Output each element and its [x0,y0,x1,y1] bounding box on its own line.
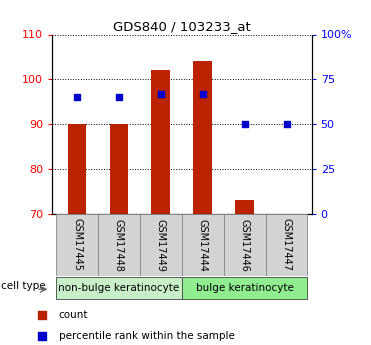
Bar [266,214,308,276]
Bar [140,214,182,276]
Bar [182,214,224,276]
Text: percentile rank within the sample: percentile rank within the sample [59,331,234,341]
Text: GSM17449: GSM17449 [156,218,166,272]
Bar [182,277,308,299]
Title: GDS840 / 103233_at: GDS840 / 103233_at [113,20,251,33]
Text: GSM17447: GSM17447 [282,218,292,272]
Point [283,121,289,127]
Bar [56,277,182,299]
Point [158,91,164,97]
Point [39,313,45,318]
Point [242,121,247,127]
Bar [151,70,170,214]
Point [39,333,45,339]
Bar [98,214,140,276]
Text: non-bulge keratinocyte: non-bulge keratinocyte [58,283,180,293]
Bar [193,61,212,214]
Text: bulge keratinocyte: bulge keratinocyte [196,283,293,293]
Point [74,95,80,100]
Text: GSM17446: GSM17446 [240,218,250,272]
Bar [56,214,98,276]
Text: GSM17448: GSM17448 [114,218,124,272]
Bar [68,124,86,214]
Text: count: count [59,310,88,320]
Point [116,95,122,100]
Bar [109,124,128,214]
Bar [224,214,266,276]
Text: cell type: cell type [1,281,46,290]
Bar [235,200,254,214]
Text: GSM17445: GSM17445 [72,218,82,272]
Point [200,91,206,97]
Text: GSM17444: GSM17444 [198,218,208,272]
